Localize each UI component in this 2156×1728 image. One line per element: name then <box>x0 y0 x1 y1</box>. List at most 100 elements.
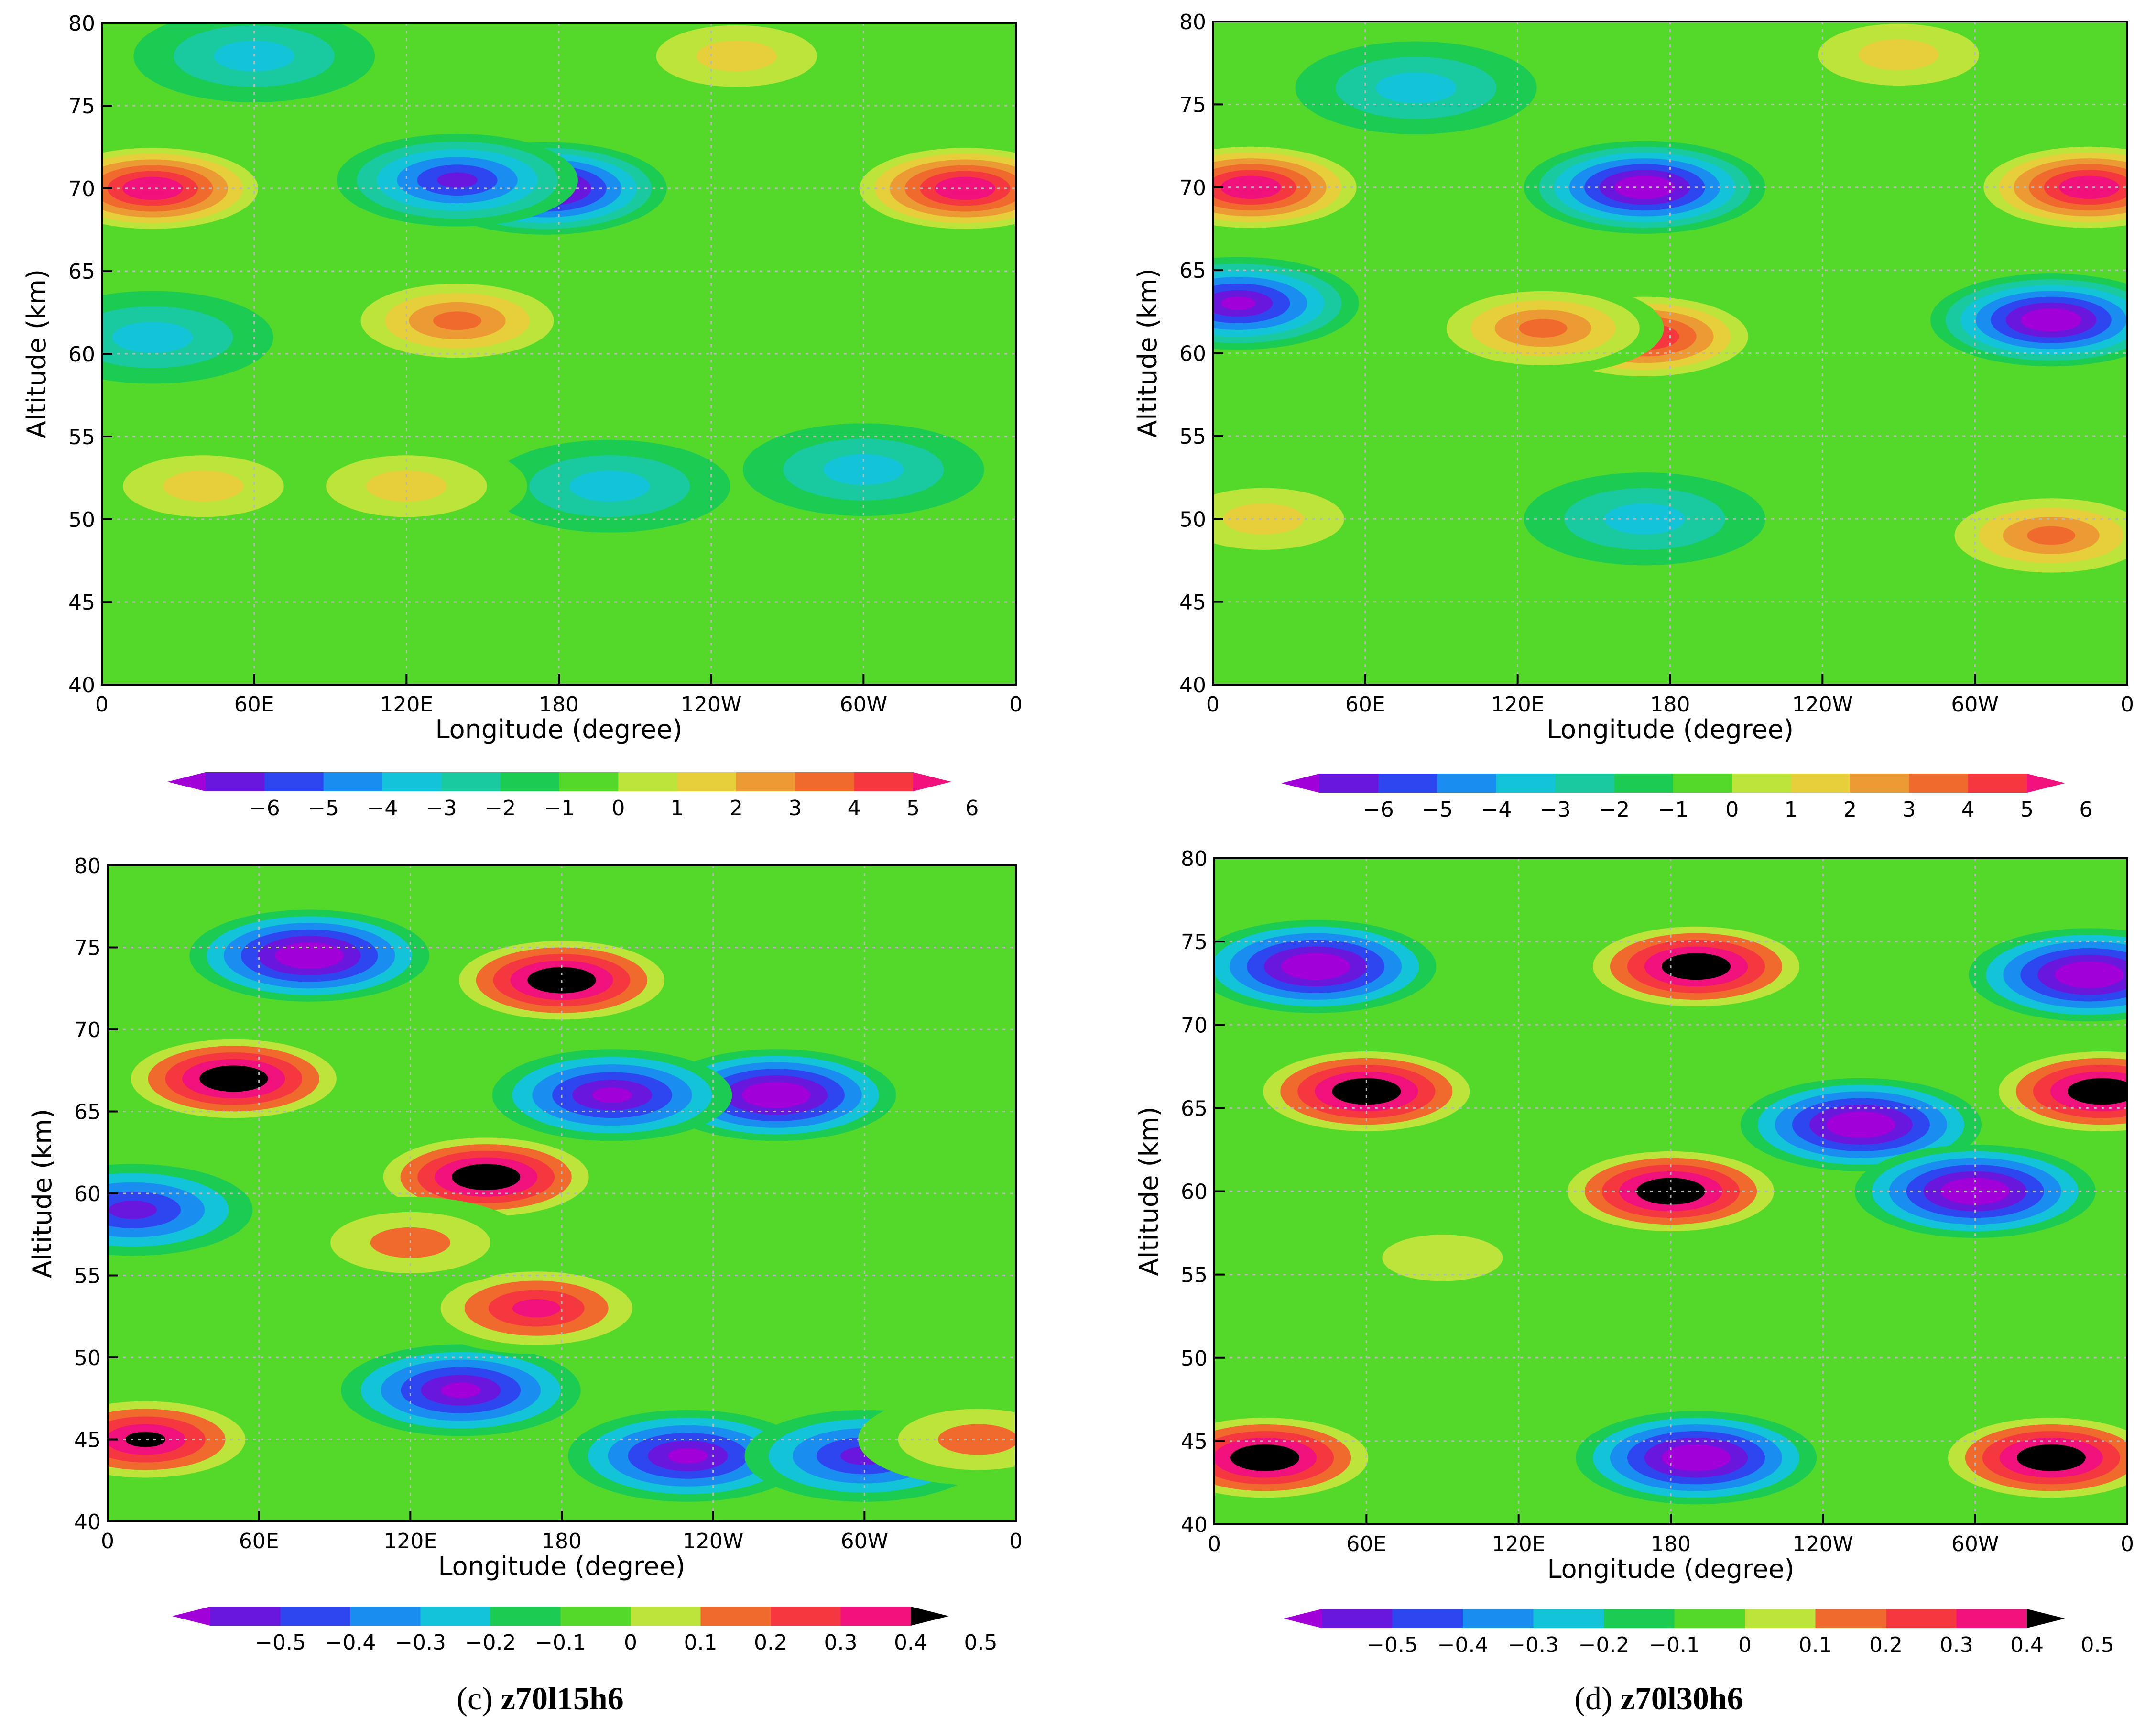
colorbar-swatch <box>795 772 855 791</box>
y-tick-label: 75 <box>1181 930 1208 954</box>
colorbar-label: 6 <box>2079 798 2092 822</box>
y-tick-label: 70 <box>68 177 95 201</box>
y-tick-label: 70 <box>74 1018 101 1042</box>
colorbar-swatch <box>700 1607 771 1626</box>
colorbar-swatch <box>1378 774 1438 793</box>
colorbar-swatch <box>280 1607 351 1626</box>
colorbar-swatch <box>1533 1609 1604 1628</box>
y-tick-label: 60 <box>68 342 95 367</box>
contour-blob <box>512 1299 561 1318</box>
colorbar-max-arrow <box>2027 1609 2065 1628</box>
contour-blob <box>1382 1235 1503 1281</box>
x-tick-label: 180 <box>539 692 579 717</box>
contour-blob <box>2036 314 2067 326</box>
colorbar-label: −1 <box>544 796 575 820</box>
x-tick-label: 120W <box>1793 1532 1854 1556</box>
y-tick-label: 60 <box>1181 1180 1208 1204</box>
y-tick-label: 50 <box>68 508 95 532</box>
colorbar-label: 0.4 <box>2010 1633 2044 1657</box>
x-tick-label: 120E <box>383 1529 437 1553</box>
colorbar-swatch <box>736 772 796 791</box>
colorbar-swatch <box>1604 1609 1675 1628</box>
colorbar-swatch <box>560 1607 631 1626</box>
contour-blob <box>217 1072 251 1085</box>
colorbar-label: 0.1 <box>684 1630 718 1655</box>
colorbar: −6 −5 −4 −3 −2 −1 0 1 2 3 4 5 6 <box>167 772 979 820</box>
colorbar-max-arrow <box>2027 774 2065 793</box>
x-axis-label: Longitude (degree) <box>1546 714 1794 744</box>
y-tick-label: 55 <box>68 425 95 449</box>
contour-blob <box>468 1170 503 1184</box>
contour-blob <box>1298 960 1333 973</box>
contour-blob <box>2084 1084 2119 1098</box>
colorbar-label: 3 <box>788 796 802 820</box>
y-tick-label: 65 <box>1179 259 1206 283</box>
colorbar-swatch <box>1673 774 1733 793</box>
colorbar-label: −4 <box>367 796 398 820</box>
x-tick-label: 120W <box>681 692 742 717</box>
x-tick-label: 180 <box>542 1529 582 1553</box>
y-axis-label: Altitude (km) <box>27 1109 57 1278</box>
colorbar-swatch <box>350 1607 421 1626</box>
y-tick-label: 55 <box>74 1264 101 1289</box>
colorbar-label: 0.4 <box>894 1630 927 1655</box>
contour-blob <box>1653 1184 1688 1198</box>
colorbar-swatch <box>677 772 737 791</box>
colorbar: −6 −5 −4 −3 −2 −1 0 1 2 3 4 5 6 <box>1281 774 2092 822</box>
x-tick-label: 0 <box>2121 692 2134 717</box>
contour-field <box>102 23 1016 533</box>
y-tick-label: 60 <box>1179 342 1206 366</box>
contour-blob <box>125 1432 165 1447</box>
colorbar-swatch <box>1745 1609 1816 1628</box>
colorbar-label: 5 <box>906 796 920 820</box>
colorbar-min-arrow <box>1281 774 1319 793</box>
x-tick-label: 60W <box>840 692 888 717</box>
colorbar: −0.5 −0.4 −0.3 −0.2 −0.1 0 0.1 0.2 0.3 0.4 0.5 <box>1284 1609 2114 1657</box>
contour-blob <box>163 470 244 502</box>
contour-blob <box>2034 1451 2069 1465</box>
contour-blob <box>1519 319 1568 338</box>
x-tick-label: 120W <box>683 1529 744 1553</box>
colorbar-label: −0.4 <box>325 1630 376 1655</box>
y-tick-label: 65 <box>68 260 95 284</box>
colorbar-label: 0.3 <box>824 1630 858 1655</box>
y-tick-label: 65 <box>1181 1096 1208 1121</box>
colorbar-min-arrow <box>1284 1609 1322 1628</box>
colorbar-swatch <box>618 772 678 791</box>
x-axis-label: Longitude (degree) <box>435 714 682 744</box>
colorbar-label: 0 <box>1738 1633 1752 1657</box>
colorbar-swatch <box>1732 774 1792 793</box>
colorbar-swatch <box>1322 1609 1393 1628</box>
x-tick-label: 60E <box>239 1529 279 1553</box>
y-tick-label: 45 <box>68 591 95 615</box>
y-tick-label: 80 <box>1181 847 1208 871</box>
contour-blob <box>1236 181 1266 193</box>
colorbar-label: 0.2 <box>1869 1633 1903 1657</box>
contour-blob <box>292 949 327 962</box>
grid-lines <box>108 865 1016 1521</box>
colorbar-swatch <box>441 772 501 791</box>
contour-blob <box>696 40 777 72</box>
x-tick-label: 60E <box>1345 692 1385 717</box>
colorbar-label: 2 <box>1843 798 1857 822</box>
colorbar-label: −0.4 <box>1437 1633 1489 1657</box>
colorbar-label: −5 <box>1422 798 1453 822</box>
colorbar-swatch <box>1555 774 1615 793</box>
y-tick-label: 40 <box>68 673 95 698</box>
contour-field <box>1214 919 2127 1505</box>
x-tick-label: 60W <box>841 1529 889 1553</box>
contour-blob <box>1248 1451 1283 1465</box>
colorbar-swatch <box>1614 774 1674 793</box>
contour-blob <box>823 454 904 485</box>
colorbar-label: 0 <box>624 1630 637 1655</box>
colorbar-swatch <box>1674 1609 1745 1628</box>
y-tick-label: 50 <box>74 1346 101 1370</box>
colorbar-swatch <box>206 772 265 791</box>
x-tick-label: 0 <box>1009 692 1023 717</box>
contour-blob <box>668 1448 708 1464</box>
colorbar-min-arrow <box>172 1607 210 1626</box>
y-tick-label: 45 <box>74 1428 101 1453</box>
grid-lines <box>1213 22 2127 685</box>
y-tick-label: 45 <box>1179 591 1206 615</box>
colorbar-swatch <box>323 772 383 791</box>
